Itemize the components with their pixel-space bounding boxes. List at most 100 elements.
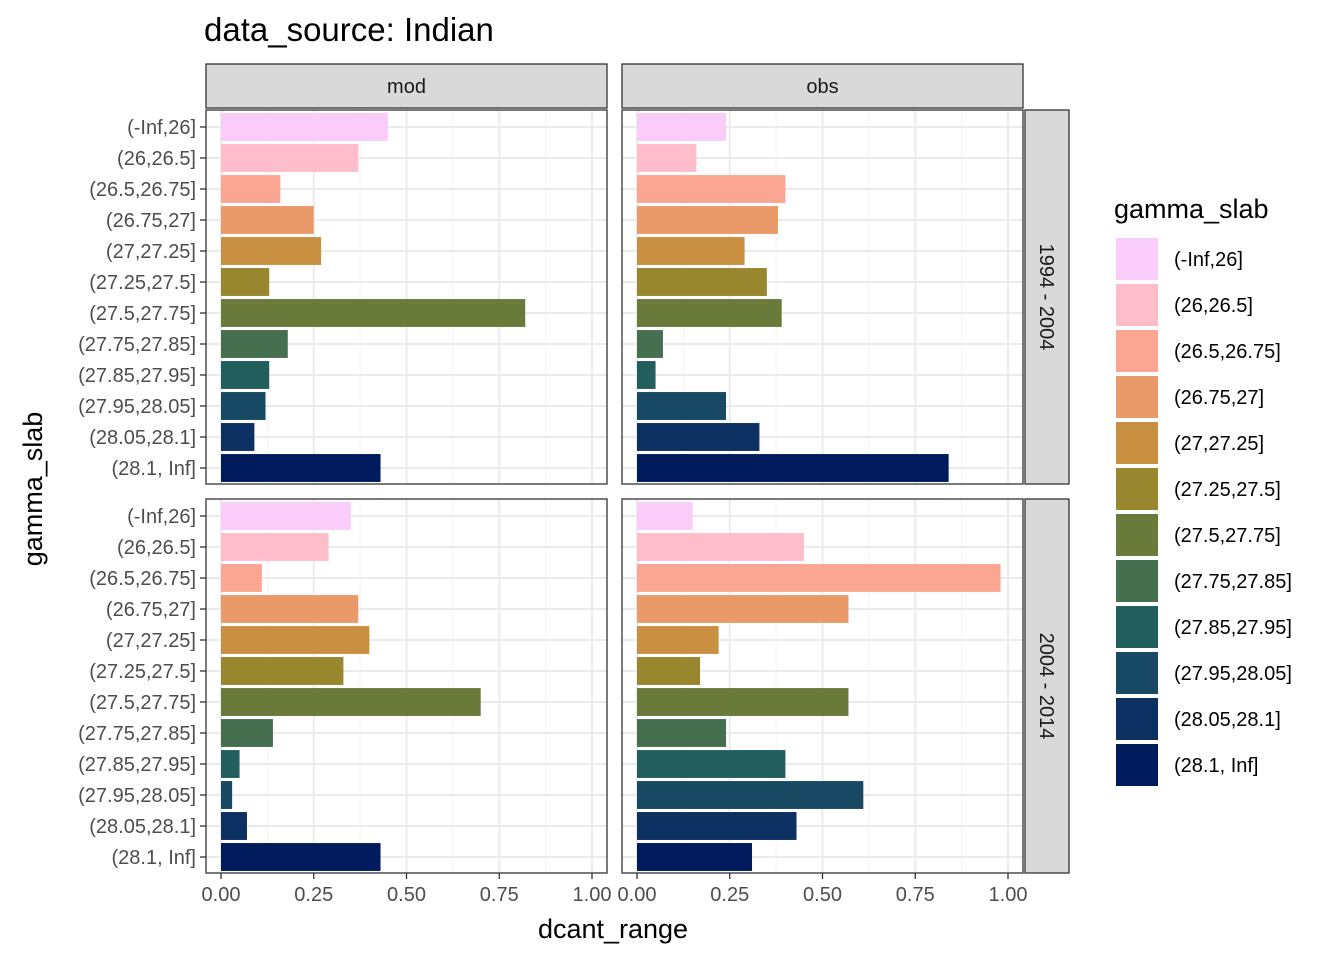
y-tick-label: (27.95,28.05] [78,785,196,807]
x-tick-label: 1.00 [573,884,612,906]
col-strip-label: obs [806,76,838,98]
bar [221,113,388,141]
legend: gamma_slab (-Inf,26] (26,26.5] (26.5,26.75… [1114,194,1292,786]
y-tick-label: (28.1, Inf] [112,458,197,480]
bar [637,812,797,840]
bar [637,781,864,809]
panel-mod-0: (-Inf,26] (26,26.5] (26.5,26.75] (26.75,27]… [78,109,608,485]
bar [221,423,255,451]
bar [221,361,270,389]
legend-key [1116,330,1158,372]
bar [637,268,767,296]
bar [221,812,247,840]
bar [637,750,786,778]
y-tick-label: (27.75,27.85] [78,334,196,356]
y-tick-label: (27.25,27.5] [89,661,196,683]
chart-title: data_source: Indian [204,11,494,48]
bar [637,361,656,389]
bar [221,688,481,716]
y-tick-label: (26.5,26.75] [89,179,196,201]
legend-label: (27.85,27.95] [1174,617,1292,639]
legend-key [1116,376,1158,418]
bar [637,454,949,482]
col-strip-mod [205,63,608,109]
bar [637,423,760,451]
bar [221,299,526,327]
legend-key [1116,422,1158,464]
bar [221,144,359,172]
bar [221,533,329,561]
legend-label: (27.95,28.05] [1174,663,1292,685]
col-strip-label: mod [387,76,426,98]
y-tick-label: (26,26.5] [117,148,196,170]
legend-label: (28.1, Inf] [1174,755,1259,777]
x-tick-label: 0.25 [710,884,749,906]
bar [221,502,351,530]
bar [221,626,370,654]
panels-layer: mod obs 1994 - 2004 2004 - 2014 (-Inf,26] (26… [78,63,1070,906]
bar [221,595,359,623]
bar [221,268,270,296]
legend-key [1116,652,1158,694]
panel-border [621,109,1024,485]
legend-key [1116,606,1158,648]
legend-label: (27.75,27.85] [1174,571,1292,593]
bar [637,688,849,716]
legend-label: (26.75,27] [1174,387,1264,409]
y-tick-label: (28.1, Inf] [112,847,197,869]
bar [637,719,727,747]
y-tick-label: (28.05,28.1] [89,816,196,838]
y-tick-label: (28.05,28.1] [89,427,196,449]
legend-title: gamma_slab [1114,194,1269,224]
bar [637,175,786,203]
bar [637,657,701,685]
bar [637,595,849,623]
x-tick-label: 0.50 [803,884,842,906]
row-strip-label: 2004 - 2014 [1035,633,1057,740]
x-tick-label: 0.75 [480,884,519,906]
legend-key [1116,468,1158,510]
panel-obs-0 [621,109,1024,485]
bar [637,502,693,530]
panel-border [205,109,608,485]
bar [221,843,381,871]
legend-label: (27.5,27.75] [1174,525,1281,547]
bar [637,330,663,358]
bar [637,392,727,420]
panel-mod-1: (-Inf,26] (26,26.5] (26.5,26.75] (26.75,27]… [78,498,612,906]
bar [221,206,314,234]
legend-label: (-Inf,26] [1174,249,1243,271]
x-axis-title: dcant_range [538,914,688,944]
legend-label: (28.05,28.1] [1174,709,1281,731]
x-tick-label: 0.75 [896,884,935,906]
bar [637,237,745,265]
y-tick-label: (26.75,27] [106,210,196,232]
bar [221,781,233,809]
y-axis-title: gamma_slab [18,412,48,567]
legend-key [1116,698,1158,740]
bar [221,564,262,592]
y-tick-label: (-Inf,26] [127,117,196,139]
y-tick-label: (27.85,27.95] [78,365,196,387]
y-tick-label: (-Inf,26] [127,506,196,528]
bar [637,299,782,327]
legend-key [1116,284,1158,326]
bar [221,330,288,358]
bar [221,750,240,778]
panel-obs-1: 0.00 0.25 0.50 0.75 1.00 [618,498,1028,906]
x-tick-label: 0.00 [618,884,657,906]
y-tick-label: (27.75,27.85] [78,723,196,745]
bar [637,564,1001,592]
legend-key [1116,744,1158,786]
bar [637,144,697,172]
bar [221,719,273,747]
col-strip-obs [621,63,1024,109]
y-tick-label: (27.5,27.75] [89,303,196,325]
row-strip [1024,498,1070,874]
y-tick-label: (27,27.25] [106,241,196,263]
y-tick-label: (27.95,28.05] [78,396,196,418]
legend-key [1116,560,1158,602]
y-tick-label: (26.5,26.75] [89,568,196,590]
x-tick-label: 1.00 [989,884,1028,906]
